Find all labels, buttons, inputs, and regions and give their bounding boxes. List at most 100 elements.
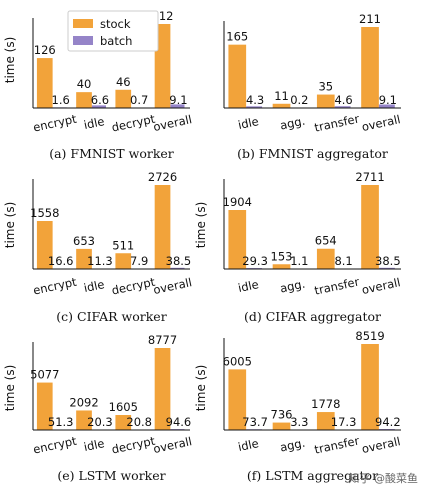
- stock-value-label: 2726: [148, 170, 177, 184]
- stock-bar: [36, 58, 53, 108]
- stock-bar: [228, 44, 247, 108]
- y-axis-label: time (s): [194, 202, 208, 249]
- stock-bar: [316, 412, 335, 430]
- x-tick-label: transfer: [313, 274, 361, 297]
- stock-bar: [154, 185, 171, 269]
- x-tick-label: overall: [152, 434, 193, 456]
- batch-value-label: 29.3: [242, 254, 268, 268]
- stock-value-label: 654: [315, 234, 337, 248]
- stock-bar: [228, 369, 247, 430]
- batch-value-label: 6.6: [91, 93, 109, 107]
- batch-bar: [246, 106, 263, 108]
- batch-bar: [378, 267, 395, 269]
- x-tick-label: idle: [237, 114, 260, 132]
- stock-value-label: 40: [77, 77, 92, 91]
- batch-value-label: 38.5: [166, 254, 192, 268]
- stock-value-label: 736: [271, 408, 293, 422]
- batch-value-label: 3.3: [290, 415, 308, 429]
- batch-bar: [170, 104, 185, 108]
- stock-bar: [154, 348, 171, 430]
- x-tick-label: idle: [82, 114, 105, 132]
- batch-value-label: 0.7: [130, 93, 148, 107]
- stock-bar: [361, 344, 379, 430]
- legend-label-batch: batch: [100, 34, 132, 48]
- x-tick-label: overall: [360, 275, 401, 297]
- batch-value-label: 17.3: [331, 415, 357, 429]
- stock-bar: [115, 415, 132, 430]
- batch-value-label: 20.8: [126, 415, 152, 429]
- batch-value-label: 1.6: [52, 93, 70, 107]
- stock-value-label: 165: [226, 30, 248, 44]
- x-tick-label: encrypt: [32, 112, 78, 135]
- stock-bar: [272, 422, 291, 430]
- stock-value-label: 8777: [148, 333, 177, 347]
- stock-bar: [316, 248, 335, 269]
- y-axis-label: time (s): [3, 37, 17, 84]
- x-tick-label: overall: [152, 112, 193, 134]
- x-tick-label: agg.: [279, 114, 307, 133]
- x-tick-label: decrypt: [110, 434, 156, 457]
- stock-value-label: 8519: [355, 329, 384, 343]
- stock-value-label: 1778: [311, 397, 340, 411]
- x-tick-label: agg.: [279, 436, 307, 455]
- panel-caption: (e) LSTM worker: [57, 468, 165, 483]
- batch-value-label: 11.3: [87, 254, 113, 268]
- stock-value-label: 6005: [223, 354, 252, 368]
- y-axis-label: time (s): [3, 202, 17, 249]
- stock-bar: [36, 382, 53, 430]
- batch-bar: [170, 267, 185, 269]
- stock-value-label: 35: [318, 80, 333, 94]
- stock-bar: [76, 92, 92, 108]
- stock-bar: [115, 89, 132, 108]
- batch-value-label: 9.1: [169, 93, 187, 107]
- batch-value-label: 94.2: [375, 415, 401, 429]
- stock-bar: [316, 94, 335, 108]
- legend-label-stock: stock: [100, 17, 131, 31]
- x-tick-label: idle: [237, 277, 260, 295]
- stock-bar: [272, 264, 291, 269]
- x-tick-label: decrypt: [110, 275, 156, 298]
- x-tick-label: idle: [237, 436, 260, 454]
- panel-caption: (f) LSTM aggregator: [247, 468, 378, 483]
- x-tick-label: idle: [82, 277, 105, 295]
- batch-value-label: 94.6: [166, 415, 192, 429]
- batch-value-label: 1.1: [290, 254, 308, 268]
- x-tick-label: overall: [360, 112, 401, 134]
- x-tick-label: transfer: [313, 111, 361, 134]
- stock-value-label: 5077: [30, 368, 59, 382]
- batch-value-label: 16.6: [48, 254, 74, 268]
- x-tick-label: transfer: [313, 433, 361, 456]
- stock-bar: [361, 27, 379, 108]
- stock-bar: [272, 103, 291, 108]
- stock-value-label: 153: [271, 249, 293, 263]
- panel-caption: (d) CIFAR aggregator: [244, 309, 381, 324]
- stock-value-label: 11: [274, 89, 289, 103]
- stock-value-label: 1558: [30, 206, 59, 220]
- x-tick-label: idle: [82, 436, 105, 454]
- x-tick-label: decrypt: [110, 112, 156, 135]
- x-tick-label: overall: [360, 434, 401, 456]
- stock-bar: [154, 24, 171, 108]
- watermark-text: 知乎 @酸菜鱼: [349, 471, 419, 485]
- panel-caption: (b) FMNIST aggregator: [237, 146, 388, 161]
- batch-value-label: 9.1: [379, 93, 397, 107]
- batch-bar: [334, 106, 351, 108]
- panel-caption: (c) CIFAR worker: [56, 309, 166, 324]
- batch-value-label: 51.3: [48, 415, 74, 429]
- stock-value-label: 211: [359, 12, 381, 26]
- x-tick-label: agg.: [279, 277, 307, 296]
- stock-bar: [36, 220, 53, 269]
- legend-swatch-stock: [73, 19, 93, 28]
- x-tick-label: overall: [152, 275, 193, 297]
- stock-value-label: 126: [34, 43, 56, 57]
- stock-value-label: 2092: [69, 395, 98, 409]
- panel-caption: (a) FMNIST worker: [49, 146, 174, 161]
- legend-swatch-batch: [73, 36, 93, 45]
- stock-bar: [361, 185, 379, 269]
- stock-value-label: 46: [116, 75, 131, 89]
- stock-value-label: 1605: [109, 400, 138, 414]
- batch-value-label: 73.7: [242, 415, 268, 429]
- batch-value-label: 4.6: [334, 93, 352, 107]
- batch-value-label: 38.5: [375, 254, 401, 268]
